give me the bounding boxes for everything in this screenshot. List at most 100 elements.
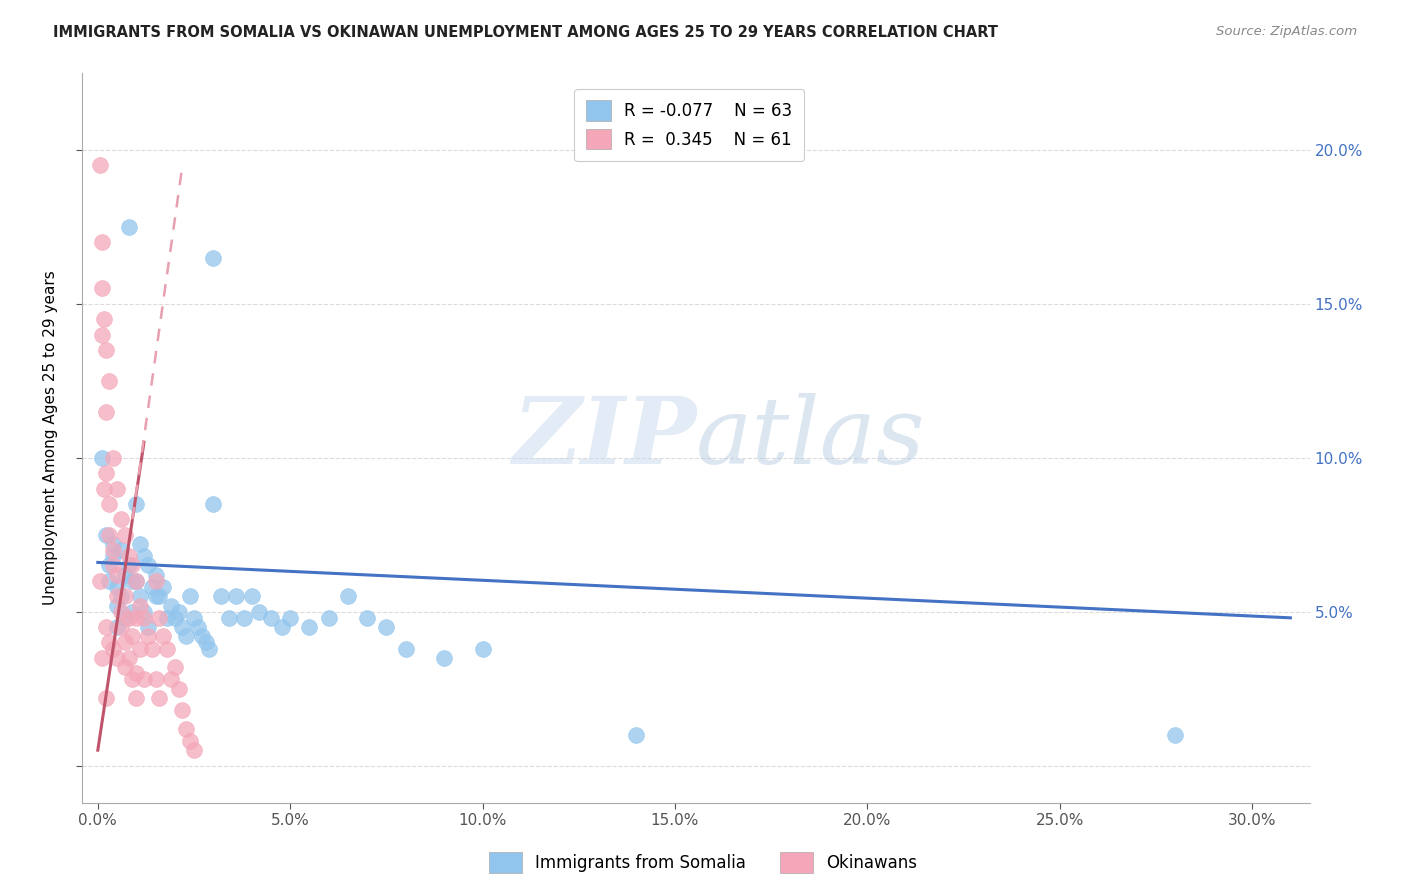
Point <box>298 620 321 634</box>
Point <box>225 589 247 603</box>
Point <box>103 558 125 573</box>
Y-axis label: Unemployment Among Ages 25 to 29 years: Unemployment Among Ages 25 to 29 years <box>44 270 58 605</box>
Point <box>103 537 125 551</box>
Point <box>394 641 416 656</box>
Point <box>167 681 190 696</box>
Point <box>202 251 225 265</box>
Point <box>105 650 128 665</box>
Point <box>121 605 143 619</box>
Point <box>114 611 136 625</box>
Point <box>93 482 115 496</box>
Point <box>90 327 112 342</box>
Point <box>114 660 136 674</box>
Point <box>117 650 139 665</box>
Point <box>114 567 136 582</box>
Point <box>98 497 121 511</box>
Point <box>132 605 155 619</box>
Point <box>141 641 163 656</box>
Point <box>121 574 143 588</box>
Point <box>94 527 117 541</box>
Point <box>172 620 194 634</box>
Point <box>179 589 201 603</box>
Point <box>148 611 170 625</box>
Point <box>105 567 128 582</box>
Point <box>103 641 125 656</box>
Point <box>141 580 163 594</box>
Point <box>145 589 167 603</box>
Text: Source: ZipAtlas.com: Source: ZipAtlas.com <box>1216 25 1357 38</box>
Point <box>117 549 139 564</box>
Point <box>356 611 378 625</box>
Point <box>375 620 398 634</box>
Point <box>132 673 155 687</box>
Point <box>156 641 179 656</box>
Point <box>176 629 198 643</box>
Point <box>145 673 167 687</box>
Point <box>117 611 139 625</box>
Point <box>626 728 648 742</box>
Point <box>132 611 155 625</box>
Point <box>163 660 186 674</box>
Point <box>98 574 121 588</box>
Point <box>114 635 136 649</box>
Point <box>125 611 148 625</box>
Point <box>471 641 494 656</box>
Point <box>129 599 152 613</box>
Point <box>148 589 170 603</box>
Point <box>183 743 205 757</box>
Point <box>125 666 148 681</box>
Point <box>114 527 136 541</box>
Point <box>271 620 294 634</box>
Point <box>260 611 283 625</box>
Point <box>152 580 174 594</box>
Point <box>90 235 112 250</box>
Point <box>318 611 340 625</box>
Point <box>117 558 139 573</box>
Point <box>105 482 128 496</box>
Point <box>176 722 198 736</box>
Point <box>105 620 128 634</box>
Point <box>94 620 117 634</box>
Point <box>156 611 179 625</box>
Point <box>90 650 112 665</box>
Point <box>152 629 174 643</box>
Point <box>145 574 167 588</box>
Point <box>105 599 128 613</box>
Point <box>202 497 225 511</box>
Point <box>89 158 111 172</box>
Point <box>94 404 117 418</box>
Point <box>132 549 155 564</box>
Point <box>194 635 217 649</box>
Point <box>163 611 186 625</box>
Text: ZIP: ZIP <box>512 392 696 483</box>
Point <box>121 558 143 573</box>
Point <box>218 611 240 625</box>
Point <box>105 580 128 594</box>
Point <box>125 497 148 511</box>
Point <box>125 574 148 588</box>
Point <box>98 558 121 573</box>
Point <box>433 650 456 665</box>
Point <box>98 635 121 649</box>
Text: IMMIGRANTS FROM SOMALIA VS OKINAWAN UNEMPLOYMENT AMONG AGES 25 TO 29 YEARS CORRE: IMMIGRANTS FROM SOMALIA VS OKINAWAN UNEM… <box>53 25 998 40</box>
Point <box>136 620 159 634</box>
Point <box>278 611 301 625</box>
Point <box>129 537 152 551</box>
Point <box>103 549 125 564</box>
Point <box>190 629 212 643</box>
Point <box>125 690 148 705</box>
Point <box>129 641 152 656</box>
Point <box>89 574 111 588</box>
Point <box>121 673 143 687</box>
Point <box>94 466 117 480</box>
Point <box>110 512 132 526</box>
Point <box>105 589 128 603</box>
Point <box>145 567 167 582</box>
Point <box>209 589 232 603</box>
Point <box>110 605 132 619</box>
Point <box>129 589 152 603</box>
Point <box>90 450 112 465</box>
Point <box>114 589 136 603</box>
Point <box>160 673 183 687</box>
Point <box>336 589 359 603</box>
